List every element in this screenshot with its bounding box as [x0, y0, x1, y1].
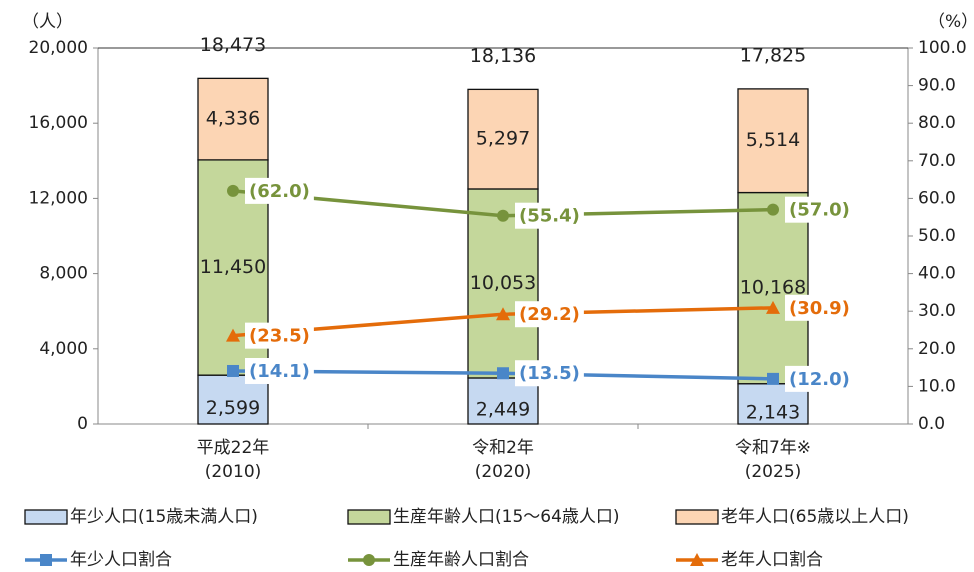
line-label-group: (57.0) [785, 196, 854, 223]
line-label-bg [785, 365, 854, 392]
line-label-bg [515, 301, 584, 328]
x-tick-label: 令和7年※ (2025) [734, 438, 812, 482]
y2-axis-label: （%） [928, 12, 974, 32]
y2-tick-label: 50.0 [918, 226, 956, 246]
bar-label: 4,336 [206, 108, 260, 130]
line-label-group: (23.5) [245, 322, 314, 349]
line-label-bg [515, 360, 584, 387]
bar-label: 10,053 [470, 272, 536, 294]
x-tick-label: 令和2年 (2020) [472, 438, 534, 482]
y2-tick-label: 30.0 [918, 301, 956, 321]
marker [766, 300, 780, 314]
y-tick-label: 0 [77, 414, 88, 434]
y2-tick-label: 40.0 [918, 264, 956, 284]
y-tick-label: 8,000 [39, 264, 88, 284]
line-label-bg [245, 357, 314, 384]
line-label: (55.4) [519, 206, 580, 227]
line-label: (23.5) [249, 326, 310, 347]
y-axis-label: （人） [22, 12, 73, 32]
bar-segment [197, 77, 269, 161]
line-label-group: (62.0) [245, 177, 314, 204]
line-label-group: (30.9) [785, 294, 854, 321]
line-label-group: (14.1) [245, 357, 314, 384]
line-label-group: (29.2) [515, 301, 584, 328]
legend-marker [690, 553, 704, 566]
line-label: (12.0) [789, 369, 850, 390]
y-tick-label: 16,000 [29, 113, 88, 133]
legend-label: 生産年齢人口割合 [393, 550, 529, 570]
total-label: 17,825 [740, 44, 806, 66]
bar-label: 2,449 [476, 398, 530, 420]
y2-tick-label: 60.0 [918, 188, 956, 208]
marker [767, 372, 779, 385]
line-label: (30.9) [789, 298, 850, 319]
y2-tick-label: 100.0 [918, 38, 967, 58]
marker [497, 367, 509, 380]
bar-segment [737, 191, 809, 385]
legend-label: 生産年齢人口(15～64歳人口) [393, 507, 620, 527]
marker [227, 184, 239, 197]
legend-swatch [347, 509, 391, 525]
line-label: (13.5) [519, 363, 580, 384]
y-tick-label: 12,000 [29, 188, 88, 208]
marker [497, 209, 509, 222]
y2-tick-label: 10.0 [918, 376, 956, 396]
bar-label: 10,168 [740, 277, 806, 299]
y2-tick-label: 0.0 [918, 414, 945, 434]
y-tick-label: 4,000 [39, 339, 88, 359]
legend-label: 老年人口割合 [721, 550, 823, 570]
marker [227, 364, 239, 377]
bar-segment [467, 88, 539, 190]
line-label-group: (12.0) [785, 365, 854, 392]
y-tick-label: 20,000 [29, 38, 88, 58]
legend-label: 年少人口(15歳未満人口) [70, 507, 258, 527]
legend-label: 老年人口(65歳以上人口) [721, 507, 909, 527]
legend-marker [363, 554, 375, 566]
bar-label: 5,297 [476, 128, 530, 150]
line-label: (62.0) [249, 181, 310, 202]
line-label: (57.0) [789, 200, 850, 221]
line-label-bg [245, 322, 314, 349]
legend-marker [40, 554, 52, 566]
line-label-bg [785, 294, 854, 321]
bar-label: 2,599 [206, 397, 260, 419]
line-label-bg [245, 177, 314, 204]
bar-label: 11,450 [200, 256, 266, 278]
y2-tick-label: 80.0 [918, 113, 956, 133]
marker [496, 307, 510, 321]
legend-swatch [24, 509, 68, 525]
line-label-group: (13.5) [515, 360, 584, 387]
total-label: 18,136 [470, 45, 536, 67]
marker [226, 328, 240, 342]
line-label: (29.2) [519, 304, 580, 325]
legend-swatch [675, 509, 719, 525]
total-label: 18,473 [200, 34, 266, 56]
line-label-bg [515, 202, 584, 229]
bar-label: 2,143 [746, 401, 800, 423]
y2-tick-label: 70.0 [918, 151, 956, 171]
y2-tick-label: 90.0 [918, 76, 956, 96]
x-tick-label: 平成22年 (2010) [196, 438, 270, 482]
marker [767, 203, 779, 216]
y2-tick-label: 20.0 [918, 339, 956, 359]
legend-label: 年少人口割合 [70, 550, 172, 570]
line-label-group: (55.4) [515, 202, 584, 229]
line-label: (14.1) [249, 361, 310, 382]
line-label-bg [785, 196, 854, 223]
bar-segment [737, 88, 809, 194]
bar-label: 5,514 [746, 129, 800, 151]
